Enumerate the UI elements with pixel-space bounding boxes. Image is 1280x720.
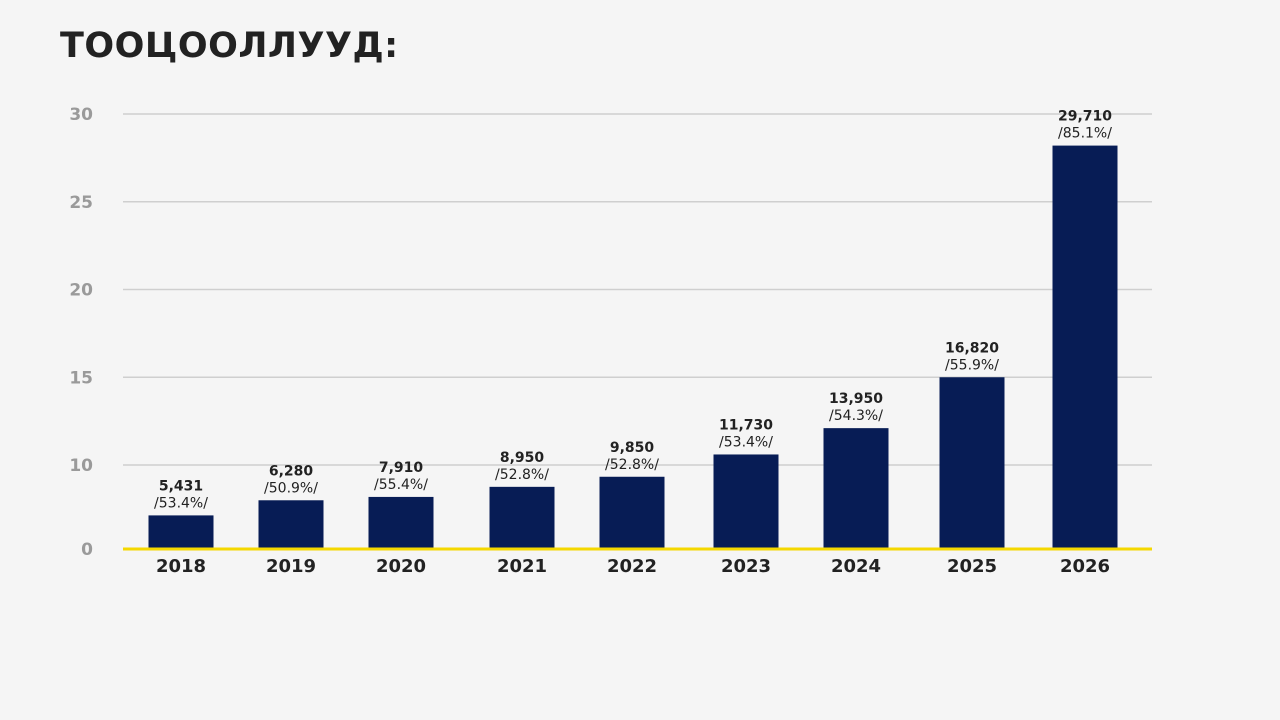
x-tick-label: 2026 bbox=[1060, 556, 1110, 577]
percent-label: /52.8%/ bbox=[495, 467, 549, 483]
percent-label: /50.9%/ bbox=[264, 480, 318, 496]
value-label: 5,431 bbox=[159, 478, 203, 494]
bar-2018 bbox=[148, 515, 214, 549]
bar-2021 bbox=[489, 486, 555, 549]
value-label: 8,950 bbox=[500, 450, 545, 466]
percent-label: /55.9%/ bbox=[945, 357, 999, 373]
y-tick-label: 10 bbox=[69, 456, 93, 476]
x-tick-label: 2025 bbox=[947, 556, 997, 577]
y-tick-label: 30 bbox=[69, 105, 93, 125]
percent-label: /53.4%/ bbox=[719, 434, 773, 450]
bar-2024 bbox=[823, 428, 889, 549]
value-label: 11,730 bbox=[719, 417, 773, 433]
bar-2023 bbox=[713, 454, 779, 549]
bar-2022 bbox=[599, 476, 665, 549]
x-tick-label: 2019 bbox=[266, 556, 316, 577]
y-tick-label: 25 bbox=[69, 193, 93, 213]
chart-title: ТООЦООЛЛУУД: bbox=[60, 26, 399, 66]
bar-2020 bbox=[368, 496, 434, 549]
x-tick-label: 2020 bbox=[376, 556, 426, 577]
x-tick-label: 2023 bbox=[721, 556, 771, 577]
y-tick-label: 20 bbox=[69, 281, 93, 301]
x-tick-label: 2024 bbox=[831, 556, 881, 577]
bar-2025 bbox=[939, 377, 1005, 549]
x-tick-label: 2022 bbox=[607, 556, 657, 577]
value-label: 16,820 bbox=[945, 340, 999, 356]
bar-2019 bbox=[258, 500, 324, 549]
value-label: 6,280 bbox=[269, 463, 314, 479]
percent-label: /53.4%/ bbox=[154, 495, 208, 511]
percent-label: /85.1%/ bbox=[1058, 126, 1112, 142]
bar-2026 bbox=[1052, 145, 1118, 549]
value-label: 29,710 bbox=[1058, 109, 1112, 125]
percent-label: /52.8%/ bbox=[605, 457, 659, 473]
y-tick-label: 0 bbox=[81, 540, 93, 560]
x-tick-label: 2018 bbox=[156, 556, 206, 577]
value-label: 7,910 bbox=[379, 460, 424, 476]
x-tick-label: 2021 bbox=[497, 556, 547, 577]
value-label: 13,950 bbox=[829, 391, 883, 407]
percent-label: /54.3%/ bbox=[829, 408, 883, 424]
y-tick-label: 15 bbox=[69, 368, 93, 388]
percent-label: /55.4%/ bbox=[374, 477, 428, 493]
value-label: 9,850 bbox=[610, 440, 655, 456]
